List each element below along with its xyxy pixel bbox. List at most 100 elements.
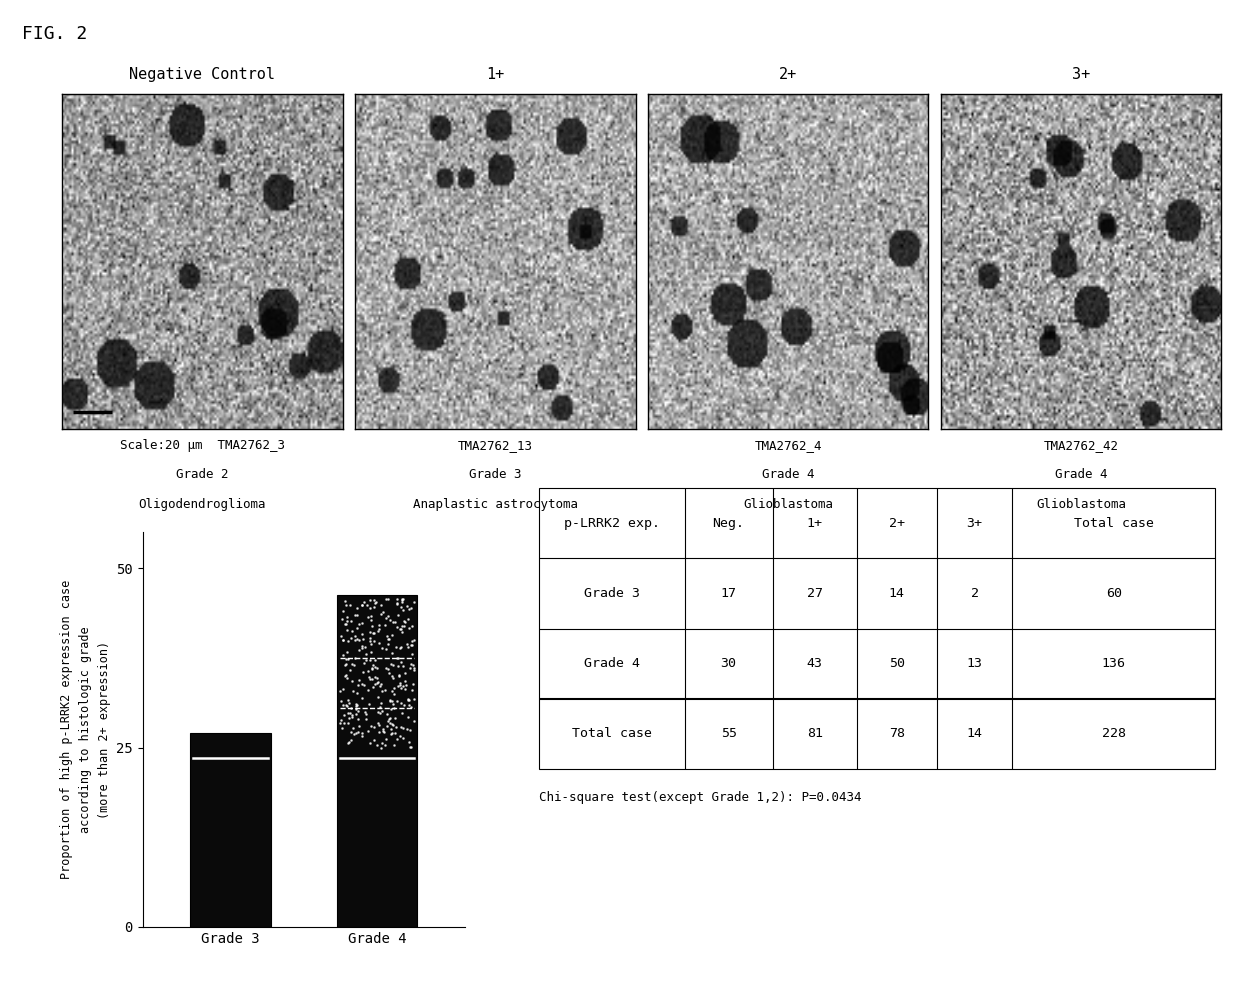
Point [383,696,403,712]
Point [360,624,379,640]
Point [348,677,368,693]
Point [350,643,370,659]
Point [382,627,402,643]
Point [382,716,402,732]
Point [357,598,377,613]
Point [383,657,403,672]
Point [352,640,372,656]
Point [371,695,391,711]
Point [397,636,417,652]
Point [365,669,384,684]
Point [361,608,381,624]
Point [336,616,356,632]
Point [394,697,414,713]
Point [368,704,388,720]
Point [386,639,405,655]
Point [398,639,418,655]
Text: 1+: 1+ [807,517,823,529]
Point [402,647,422,663]
Point [341,700,361,716]
Point [353,594,373,609]
Text: 3+: 3+ [967,517,982,529]
Point [394,666,414,681]
Point [363,625,383,641]
Point [365,599,384,615]
Point [345,628,365,644]
Point [339,692,358,708]
Point [336,593,356,608]
Point [345,650,365,666]
Point [367,670,387,686]
Point [339,695,358,711]
Point [356,711,376,727]
Text: 1+: 1+ [486,67,505,82]
Point [362,662,382,677]
Text: Grade 2: Grade 2 [176,468,228,481]
Point [340,734,360,749]
Point [346,701,366,717]
Point [387,731,407,746]
Point [347,631,367,647]
Point [352,598,372,613]
Point [392,593,412,608]
Point [337,645,357,661]
Point [365,595,384,610]
Point [389,668,409,683]
Point [392,595,412,610]
Point [367,675,387,691]
Point [355,655,374,670]
Point [358,664,378,679]
Point [352,638,372,654]
Point [379,711,399,727]
Point [371,677,391,693]
Point [365,652,384,668]
Point [378,661,398,676]
Point [347,600,367,616]
Point [372,703,392,719]
Point [383,700,403,716]
Point [366,594,386,609]
Point [341,630,361,646]
Point [346,707,366,723]
Point [397,676,417,692]
Point [356,647,376,663]
Text: 50: 50 [889,658,905,670]
Point [336,616,356,632]
Point [362,658,382,673]
Point [379,632,399,648]
Text: Total case: Total case [1074,517,1154,529]
Text: Grade 3: Grade 3 [469,468,522,481]
Point [397,721,417,737]
Point [378,714,398,730]
Point [352,615,372,631]
Point [341,724,361,740]
Point [403,657,423,672]
Point [388,678,408,694]
Point [334,681,353,697]
Text: TMA2762_42: TMA2762_42 [1044,439,1118,452]
Point [347,620,367,636]
Point [389,640,409,656]
Point [377,706,397,722]
Text: 2: 2 [971,587,978,599]
Point [361,633,381,649]
Point [372,736,392,751]
Point [335,658,355,673]
Point [386,725,405,740]
Text: Glioblastoma: Glioblastoma [743,498,833,511]
Point [331,628,351,644]
Point [376,641,396,657]
Point [360,696,379,712]
Text: Grade 3: Grade 3 [584,587,640,599]
Point [352,597,372,612]
Point [358,724,378,740]
Text: 136: 136 [1102,658,1126,670]
Point [401,599,420,615]
Point [383,670,403,686]
Text: Oligodendroglioma: Oligodendroglioma [139,498,267,511]
Point [332,647,352,663]
Point [361,612,381,628]
Point [401,699,420,715]
Point [368,673,388,689]
Point [387,596,407,611]
